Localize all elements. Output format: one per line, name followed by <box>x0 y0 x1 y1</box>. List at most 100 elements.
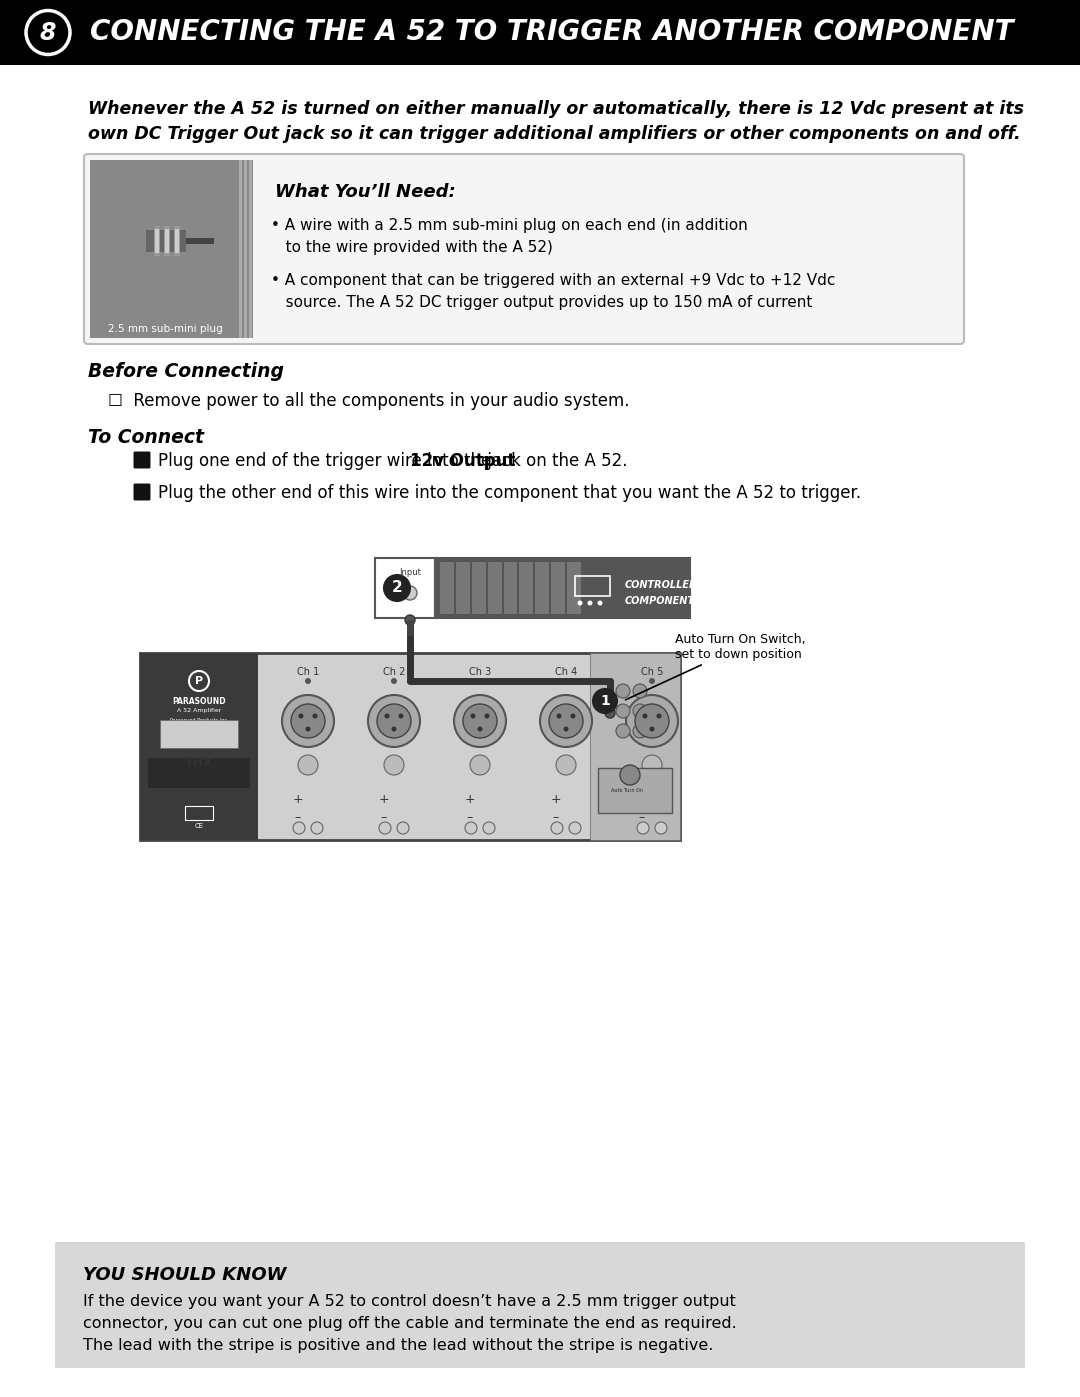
Bar <box>435 557 690 617</box>
Bar <box>175 229 178 253</box>
Circle shape <box>399 714 404 718</box>
Circle shape <box>306 726 311 732</box>
Bar <box>185 806 213 820</box>
Circle shape <box>477 726 483 732</box>
Text: • A component that can be triggered with an external +9 Vdc to +12 Vdc: • A component that can be triggered with… <box>271 272 835 288</box>
Text: YOU SHOULD KNOW: YOU SHOULD KNOW <box>83 1266 286 1284</box>
Bar <box>575 576 610 597</box>
Bar <box>590 652 680 840</box>
Circle shape <box>549 704 583 738</box>
Circle shape <box>616 704 630 718</box>
Bar <box>146 231 186 251</box>
Bar <box>0 0 1080 66</box>
Circle shape <box>605 708 615 718</box>
Circle shape <box>477 678 483 685</box>
Circle shape <box>384 714 390 718</box>
FancyBboxPatch shape <box>134 451 150 468</box>
Bar <box>140 652 680 840</box>
Text: CE: CE <box>194 823 203 828</box>
Circle shape <box>556 754 576 775</box>
Circle shape <box>463 704 497 738</box>
Text: ☐  Remove power to all the components in your audio system.: ☐ Remove power to all the components in … <box>108 393 630 409</box>
Text: –: – <box>639 812 645 824</box>
Text: THX: THX <box>185 756 214 768</box>
Circle shape <box>643 714 648 718</box>
Text: to the wire provided with the A 52): to the wire provided with the A 52) <box>271 240 553 256</box>
Circle shape <box>312 714 318 718</box>
Circle shape <box>620 766 640 785</box>
Text: Parasound Products Inc: Parasound Products Inc <box>171 718 228 724</box>
Circle shape <box>633 704 647 718</box>
Text: A 52 Amplifier: A 52 Amplifier <box>177 708 221 712</box>
Circle shape <box>654 821 667 834</box>
Circle shape <box>556 714 562 718</box>
Circle shape <box>649 726 654 732</box>
Circle shape <box>391 678 397 685</box>
Text: +: + <box>464 793 475 806</box>
Bar <box>174 226 179 256</box>
Circle shape <box>637 821 649 834</box>
Bar <box>164 229 168 253</box>
Text: 1: 1 <box>600 694 610 708</box>
Text: 8: 8 <box>40 21 56 45</box>
Bar <box>160 719 238 747</box>
Text: Ch 5: Ch 5 <box>640 666 663 678</box>
Circle shape <box>368 694 420 747</box>
Circle shape <box>540 694 592 747</box>
Text: P: P <box>194 676 203 686</box>
Text: What You’ll Need:: What You’ll Need: <box>275 183 456 201</box>
Bar <box>249 161 252 338</box>
Bar <box>163 226 170 256</box>
Circle shape <box>471 714 475 718</box>
Circle shape <box>470 754 490 775</box>
Text: PARASOUND: PARASOUND <box>172 697 226 705</box>
Circle shape <box>454 694 507 747</box>
Circle shape <box>649 678 654 685</box>
Text: +: + <box>551 793 562 806</box>
Text: Input: Input <box>400 569 421 577</box>
Text: Plug one end of the trigger wire into the: Plug one end of the trigger wire into th… <box>158 453 497 469</box>
Text: Auto Turn On Switch,
set to down position: Auto Turn On Switch, set to down positio… <box>625 633 806 700</box>
Bar <box>154 229 159 253</box>
Bar <box>536 562 550 615</box>
Circle shape <box>291 704 325 738</box>
Text: 12v Output: 12v Output <box>410 453 515 469</box>
Text: –: – <box>381 812 387 824</box>
Text: Before Connecting: Before Connecting <box>87 362 284 381</box>
Circle shape <box>564 726 568 732</box>
Text: –: – <box>467 812 473 824</box>
Circle shape <box>293 821 305 834</box>
Text: –: – <box>553 812 559 824</box>
Circle shape <box>593 689 617 712</box>
Bar <box>186 237 214 244</box>
Bar <box>440 562 454 615</box>
Circle shape <box>311 821 323 834</box>
Bar <box>607 693 613 711</box>
Bar <box>140 652 258 840</box>
Text: Ch 2: Ch 2 <box>382 666 405 678</box>
Bar <box>153 226 160 256</box>
Text: 2: 2 <box>392 581 403 595</box>
Text: Auto Turn On: Auto Turn On <box>611 788 643 793</box>
Text: +: + <box>379 793 389 806</box>
Circle shape <box>483 821 495 834</box>
Bar <box>456 562 470 615</box>
Circle shape <box>616 724 630 738</box>
Bar <box>55 1242 1025 1368</box>
Bar <box>551 562 565 615</box>
Text: Ch 1: Ch 1 <box>297 666 319 678</box>
Bar <box>375 557 435 617</box>
Circle shape <box>384 754 404 775</box>
Circle shape <box>633 685 647 698</box>
Text: source. The A 52 DC trigger output provides up to 150 mA of current: source. The A 52 DC trigger output provi… <box>271 295 812 310</box>
Circle shape <box>588 601 593 605</box>
Circle shape <box>633 724 647 738</box>
Circle shape <box>563 678 569 685</box>
Bar <box>407 620 413 636</box>
Circle shape <box>642 754 662 775</box>
Circle shape <box>379 821 391 834</box>
Bar <box>567 562 581 615</box>
Circle shape <box>298 754 318 775</box>
FancyBboxPatch shape <box>84 154 964 344</box>
FancyBboxPatch shape <box>134 483 150 500</box>
